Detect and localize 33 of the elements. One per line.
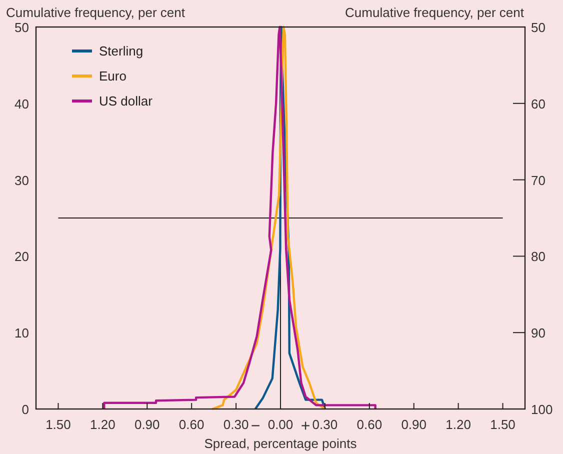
x-tick-label: 0.00	[268, 417, 294, 432]
y2-tick-label: 70	[531, 172, 546, 188]
y2-axis-title: Cumulative frequency, per cent	[345, 5, 524, 20]
legend-label: US dollar	[99, 94, 154, 108]
text: +	[300, 418, 310, 435]
y2-tick-label: 80	[531, 249, 546, 264]
x-tick-label: 1.20	[90, 417, 116, 432]
y2-tick-label: 90	[531, 326, 546, 341]
x-axis-title: Spread, percentage points	[204, 436, 358, 451]
y2-tick-label: 60	[531, 96, 546, 112]
x-tick-label: 0.60	[356, 417, 382, 432]
legend-label: Sterling	[99, 44, 144, 58]
y-tick-label: 30	[14, 172, 29, 188]
y-tick-label: 0	[22, 402, 29, 417]
y-tick-label: 50	[14, 20, 29, 35]
y-axis-title: Cumulative frequency, per cent	[6, 5, 186, 20]
x-tick-label: 0.30	[312, 417, 338, 432]
y2-tick-label: 100	[531, 402, 553, 417]
x-tick-label: 0.90	[401, 417, 427, 432]
x-tick-label: 0.90	[134, 417, 160, 432]
x-tick-label: 0.30	[223, 417, 249, 432]
y-tick-label: 10	[14, 326, 29, 341]
line-series	[211, 26, 326, 410]
legend-label: Euro	[99, 68, 126, 84]
x-tick-label: 1.50	[490, 417, 516, 432]
y-tick-label: 40	[14, 96, 29, 112]
text: −	[250, 418, 260, 435]
x-tick-label: 0.60	[178, 417, 204, 432]
y2-tick-label: 50	[531, 20, 546, 35]
x-tick-label: 1.20	[446, 417, 471, 432]
y-tick-label: 20	[14, 249, 29, 264]
line-series	[254, 26, 326, 410]
x-tick-label: 1.50	[46, 417, 71, 432]
